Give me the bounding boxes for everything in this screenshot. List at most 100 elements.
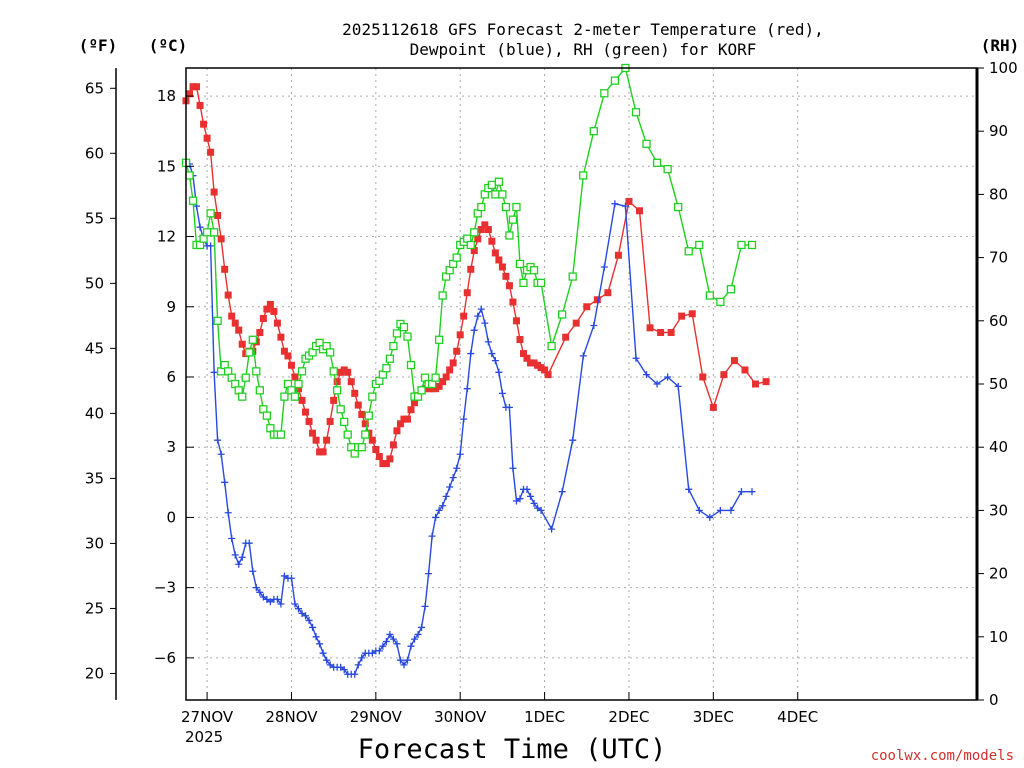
2-meter-temperature-point [432, 385, 440, 393]
dewpoint-point [196, 223, 204, 231]
dewpoint-point [379, 642, 387, 650]
rh-tick-label: 90 [989, 122, 1008, 140]
2-meter-temperature-point [407, 406, 415, 414]
rh-point [498, 190, 507, 199]
2-meter-temperature-point [372, 446, 380, 454]
chart-title-line-2: Dewpoint (blue), RH (green) for KORF [410, 40, 757, 59]
2-meter-temperature-point [477, 226, 485, 234]
grid-lines [186, 68, 977, 700]
rh-point [290, 392, 300, 401]
rh-point [494, 177, 504, 186]
2-meter-temperature-point [730, 357, 738, 365]
dewpoint-point [382, 637, 390, 645]
dewpoint-point [621, 202, 629, 210]
rh-point [255, 386, 264, 395]
rh-point [642, 139, 651, 148]
dewpoint-point [446, 483, 454, 491]
dewpoint-point [309, 623, 317, 631]
2-meter-temperature-point [516, 336, 524, 344]
2-meter-temperature-point [354, 401, 362, 409]
x-tick-label: 30NOV [434, 708, 487, 726]
rh-tick-label: 40 [989, 438, 1008, 456]
dewpoint-point [259, 593, 267, 601]
dewpoint-point [418, 623, 426, 631]
credit-text: coolwx.com/models [871, 748, 1014, 764]
dewpoint-point [428, 532, 436, 540]
2-meter-temperature-point [351, 389, 359, 397]
2-meter-temperature-point [305, 417, 313, 425]
dewpoint-point [432, 513, 440, 521]
x-tick-label: 2DEC [608, 708, 649, 726]
rh-point [438, 291, 447, 300]
2-meter-temperature-point [193, 83, 201, 91]
rh-point [325, 348, 335, 357]
dewpoint-point [509, 464, 517, 472]
dewpoint-point [231, 551, 239, 559]
2-meter-temperature-point [544, 371, 552, 379]
x-tick-label: 4DEC [777, 708, 818, 726]
dewpoint-point [407, 642, 415, 650]
dewpoint-point [439, 502, 447, 510]
rh-point [477, 202, 486, 212]
dewpoint-point [207, 242, 215, 250]
dewpoint-point [302, 612, 310, 620]
dewpoint-point [396, 656, 404, 664]
dewpoint-point [228, 534, 236, 542]
rh-point [343, 430, 352, 439]
2-meter-temperature-point [298, 396, 306, 404]
dewpoint-point [664, 373, 672, 381]
dewpoint-point [291, 600, 299, 608]
2-meter-temperature-point [368, 436, 376, 444]
fahrenheit-tick-label: 30 [85, 534, 104, 552]
dewpoint-point [579, 352, 587, 360]
2-meter-temperature-point [460, 312, 468, 320]
rh-tick-label: 30 [989, 501, 1008, 519]
rh-point [280, 392, 289, 401]
fahrenheit-unit-label: (ºF) [79, 36, 118, 55]
dewpoint-point [505, 403, 513, 411]
2-meter-temperature-point [484, 226, 492, 234]
fahrenheit-tick-label: 55 [85, 209, 104, 227]
x-axis-label: Forecast Time (UTC) [358, 734, 667, 765]
dewpoint-point [643, 371, 651, 379]
rh-point [695, 240, 704, 250]
2-meter-temperature-point [186, 90, 194, 98]
rh-point [452, 253, 461, 262]
2-meter-temperature-point [333, 378, 341, 386]
rh-point [364, 411, 373, 420]
2-meter-temperature-point [389, 441, 397, 449]
2-meter-temperature-point [316, 448, 324, 456]
rh-point [508, 215, 518, 224]
2-meter-temperature-point [481, 221, 489, 229]
2-meter-temperature-point [699, 373, 707, 381]
dewpoint-point [569, 436, 577, 444]
dewpoint-point [403, 656, 411, 664]
2-meter-temperature-point [530, 359, 538, 367]
2-meter-temperature-point [604, 289, 612, 297]
rh-point [652, 158, 662, 167]
celsius-tick-label: 12 [157, 228, 176, 246]
dewpoint-point [695, 506, 703, 514]
dewpoint-point [453, 464, 461, 472]
dewpoint-point [235, 560, 243, 568]
rh-point [209, 228, 219, 237]
2-meter-temperature-point [263, 305, 271, 313]
2-meter-temperature-point [403, 415, 411, 423]
celsius-unit-label: (ºC) [149, 36, 188, 55]
rh-point [262, 411, 272, 420]
dewpoint-point [456, 450, 464, 458]
dewpoint-point [273, 595, 281, 603]
2-meter-temperature-point [488, 237, 496, 245]
dewpoint-point [358, 654, 366, 662]
rh-tick-label: 60 [989, 312, 1008, 330]
2-meter-temperature-point [337, 368, 345, 376]
2-meter-temperature-point [519, 350, 527, 358]
2-meter-temperature-point [474, 235, 482, 243]
dewpoint-point [632, 354, 640, 362]
2-meter-temperature-point [509, 298, 517, 306]
dewpoint-point [238, 553, 246, 561]
rh-point [241, 373, 250, 382]
dewpoint-point [449, 474, 457, 482]
